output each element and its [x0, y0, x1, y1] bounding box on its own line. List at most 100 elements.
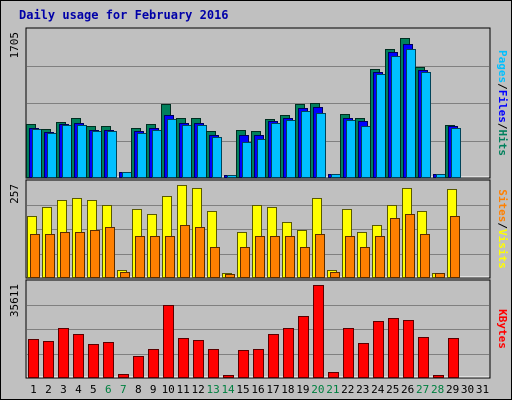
legend-hits-files-pages: Pages/Files/Hits: [496, 50, 509, 156]
legend-separator: /: [496, 222, 509, 229]
x-tick-label-day-14: 14: [221, 383, 235, 396]
bar-sites-day-7: [120, 272, 130, 278]
x-tick-label-day-28: 28: [431, 383, 444, 396]
bar-pages-day-19: [301, 111, 311, 178]
bar-sites-day-17: [270, 236, 280, 278]
x-tick-label-day-5: 5: [90, 383, 97, 396]
bar-kbytes-day-22: [343, 328, 354, 378]
bar-kbytes-day-10: [163, 305, 174, 378]
legend-separator: /: [496, 123, 509, 130]
bar-kbytes-day-12: [193, 340, 204, 378]
bar-sites-day-8: [135, 236, 145, 278]
x-tick-label-day-30: 30: [461, 383, 474, 396]
bar-pages-day-14: [227, 175, 237, 178]
bar-pages-day-23: [361, 126, 371, 178]
bar-pages-day-2: [47, 133, 57, 178]
bar-sites-day-25: [390, 218, 400, 278]
legend-item-hits: Hits: [496, 130, 509, 157]
bar-pages-day-21: [331, 174, 341, 178]
bar-sites-day-16: [255, 236, 265, 278]
bar-sites-day-15: [240, 247, 250, 278]
bar-pages-day-6: [107, 131, 117, 178]
bar-kbytes-day-3: [58, 328, 69, 378]
x-tick-label-day-31: 31: [476, 383, 489, 396]
bar-kbytes-day-1: [28, 339, 39, 378]
bar-sites-day-6: [105, 227, 115, 278]
bar-kbytes-day-20: [313, 285, 324, 378]
x-tick-label-day-21: 21: [326, 383, 339, 396]
x-tick-label-day-27: 27: [416, 383, 429, 396]
bar-kbytes-day-16: [253, 349, 264, 378]
bar-sites-day-27: [420, 234, 430, 278]
x-tick-label-day-15: 15: [236, 383, 249, 396]
panel-visits-sites: 257 Sites/Visits: [8, 179, 509, 279]
x-tick-label-day-24: 24: [371, 383, 385, 396]
bar-sites-day-5: [90, 230, 100, 278]
bar-pages-day-10: [167, 119, 177, 178]
bar-sites-day-4: [75, 232, 85, 278]
bar-kbytes-day-26: [403, 320, 414, 378]
bar-kbytes-day-11: [178, 338, 189, 378]
x-tick-label-day-13: 13: [206, 383, 219, 396]
bar-kbytes-day-18: [283, 328, 294, 378]
x-tick-label-day-11: 11: [177, 383, 190, 396]
x-tick-label-day-4: 4: [75, 383, 82, 396]
x-tick-label-day-29: 29: [446, 383, 459, 396]
bar-pages-day-13: [212, 137, 222, 178]
bar-kbytes-day-6: [103, 342, 114, 378]
bar-kbytes-day-9: [148, 349, 159, 378]
y-max-label: 257: [8, 184, 21, 204]
bar-pages-day-9: [152, 130, 162, 178]
bar-pages-day-25: [391, 56, 401, 178]
x-tick-label-day-12: 12: [192, 383, 205, 396]
bar-sites-day-19: [300, 247, 310, 278]
x-tick-label-day-16: 16: [251, 383, 264, 396]
bar-kbytes-day-23: [358, 343, 369, 378]
bar-pages-day-29: [451, 128, 461, 178]
bar-kbytes-day-4: [73, 334, 84, 378]
bar-pages-day-7: [122, 172, 132, 178]
bar-pages-day-3: [62, 125, 72, 178]
bar-kbytes-day-25: [388, 318, 399, 378]
bar-sites-day-10: [165, 236, 175, 278]
bar-kbytes-day-15: [238, 350, 249, 378]
bar-sites-day-21: [330, 272, 340, 278]
bar-sites-day-20: [315, 234, 325, 278]
legend-visits-sites: Sites/Visits: [496, 189, 509, 269]
x-tick-label-day-20: 20: [311, 383, 324, 396]
x-tick-label-day-3: 3: [60, 383, 67, 396]
x-tick-label-day-9: 9: [150, 383, 157, 396]
bar-kbytes-day-19: [298, 316, 309, 378]
x-tick-label-day-7: 7: [120, 383, 127, 396]
bar-pages-day-27: [421, 72, 431, 178]
bar-kbytes-day-28: [433, 375, 444, 378]
bar-pages-day-24: [376, 74, 386, 178]
x-tick-label-day-2: 2: [45, 383, 52, 396]
bar-pages-day-22: [346, 120, 356, 178]
panel-hits-files-pages: 1705 Pages/Files/Hits: [8, 27, 509, 179]
x-tick-label-day-25: 25: [386, 383, 399, 396]
y-max-label: 35611: [8, 284, 21, 317]
x-tick-label-day-8: 8: [135, 383, 142, 396]
bar-sites-day-28: [435, 273, 445, 278]
bar-pages-day-20: [316, 113, 326, 178]
bar-sites-day-14: [225, 274, 235, 278]
x-tick-label-day-23: 23: [356, 383, 369, 396]
legend-item-visits: Visits: [496, 229, 509, 269]
bar-kbytes-day-7: [118, 374, 129, 378]
x-tick-label-day-26: 26: [401, 383, 414, 396]
legend-item-kbytes: KBytes: [496, 309, 509, 349]
bar-kbytes-day-17: [268, 334, 279, 378]
bar-pages-day-12: [197, 125, 207, 178]
x-tick-label-day-19: 19: [296, 383, 309, 396]
bar-sites-day-13: [210, 247, 220, 278]
bar-sites-day-11: [180, 225, 190, 278]
legend-item-sites: Sites: [496, 189, 509, 222]
bar-sites-day-23: [360, 247, 370, 278]
bar-kbytes-day-5: [88, 344, 99, 378]
bar-sites-day-12: [195, 227, 205, 278]
y-max-label: 1705: [8, 32, 21, 59]
legend-separator: /: [496, 83, 509, 90]
bar-sites-day-9: [150, 236, 160, 278]
